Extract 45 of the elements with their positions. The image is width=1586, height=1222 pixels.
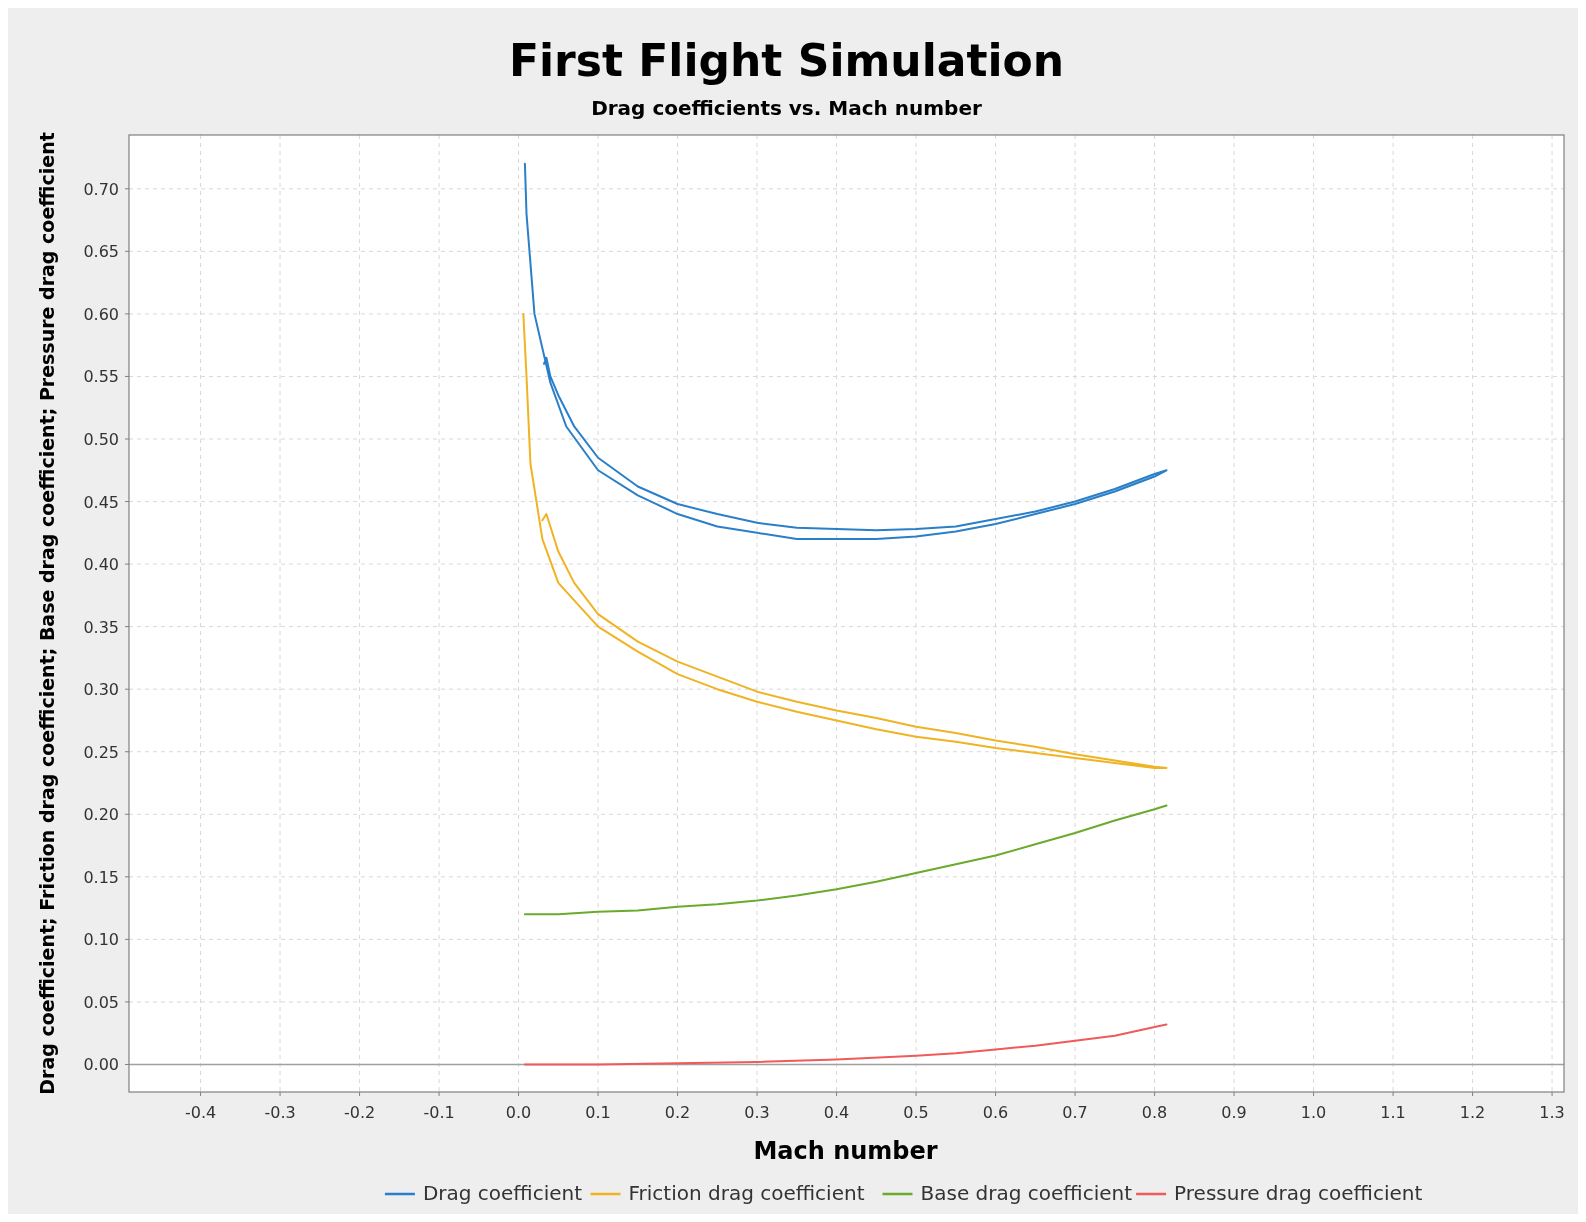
y-tick-label: 0.45 (83, 492, 119, 512)
chart-title: First Flight Simulation (508, 35, 1065, 86)
x-tick-label: 0.0 (505, 1103, 532, 1122)
x-tick-label: 0.9 (1221, 1103, 1247, 1122)
legend-label: Base drag coefficient (920, 1181, 1133, 1205)
line-series (523, 804, 1168, 916)
x-tick-label: 1.2 (1459, 1103, 1486, 1122)
legend-label: Pressure drag coefficient (1174, 1181, 1423, 1205)
y-tick-label: 0.10 (83, 930, 119, 950)
y-tick-label: 0.35 (83, 617, 119, 637)
x-tick-label: 1.1 (1380, 1103, 1406, 1122)
x-tick-label: 0.5 (903, 1103, 929, 1122)
x-axis-title: Mach number (753, 1137, 938, 1165)
x-tick-label: 1.0 (1300, 1103, 1327, 1122)
line-series (523, 1023, 1168, 1066)
x-tick-label: 0.2 (664, 1103, 691, 1122)
y-tick-label: 0.55 (83, 367, 119, 387)
y-tick-label: 0.60 (83, 304, 119, 324)
x-tick-label: -0.1 (423, 1103, 455, 1122)
y-tick-label: 0.65 (83, 242, 119, 262)
y-tick-label: 0.40 (83, 555, 119, 575)
x-tick-label: -0.2 (343, 1103, 376, 1122)
x-tick-label: 0.7 (1062, 1103, 1088, 1122)
line-series (523, 162, 1168, 541)
y-tick-label: 0.20 (83, 805, 119, 825)
y-tick-label: 0.15 (83, 867, 119, 887)
x-tick-label: 0.1 (585, 1103, 611, 1122)
x-tick-label: -0.4 (184, 1103, 217, 1122)
y-tick-label: 0.05 (83, 992, 119, 1012)
chart-subtitle: Drag coefficients vs. Mach number (591, 96, 982, 120)
x-tick-label: 0.8 (1141, 1103, 1168, 1122)
y-tick-label: 0.70 (83, 179, 119, 199)
legend-label: Friction drag coefficient (628, 1181, 865, 1205)
line-series (522, 312, 1168, 769)
x-tick-label: 0.3 (744, 1103, 770, 1122)
y-tick-label: 0.50 (83, 429, 119, 449)
x-tick-label: 0.4 (823, 1103, 850, 1122)
x-tick-label: 0.6 (982, 1103, 1009, 1122)
x-tick-label: -0.3 (264, 1103, 296, 1122)
y-tick-label: 0.00 (83, 1055, 119, 1075)
y-tick-label: 0.30 (83, 680, 119, 700)
legend-label: Drag coefficient (422, 1181, 583, 1205)
x-tick-label: 1.3 (1539, 1103, 1565, 1122)
y-tick-label: 0.25 (83, 742, 119, 762)
y-axis-title: Drag coefficient; Friction drag coefficient; Base drag coefficient; Pressure drag coefficient (36, 132, 58, 1095)
